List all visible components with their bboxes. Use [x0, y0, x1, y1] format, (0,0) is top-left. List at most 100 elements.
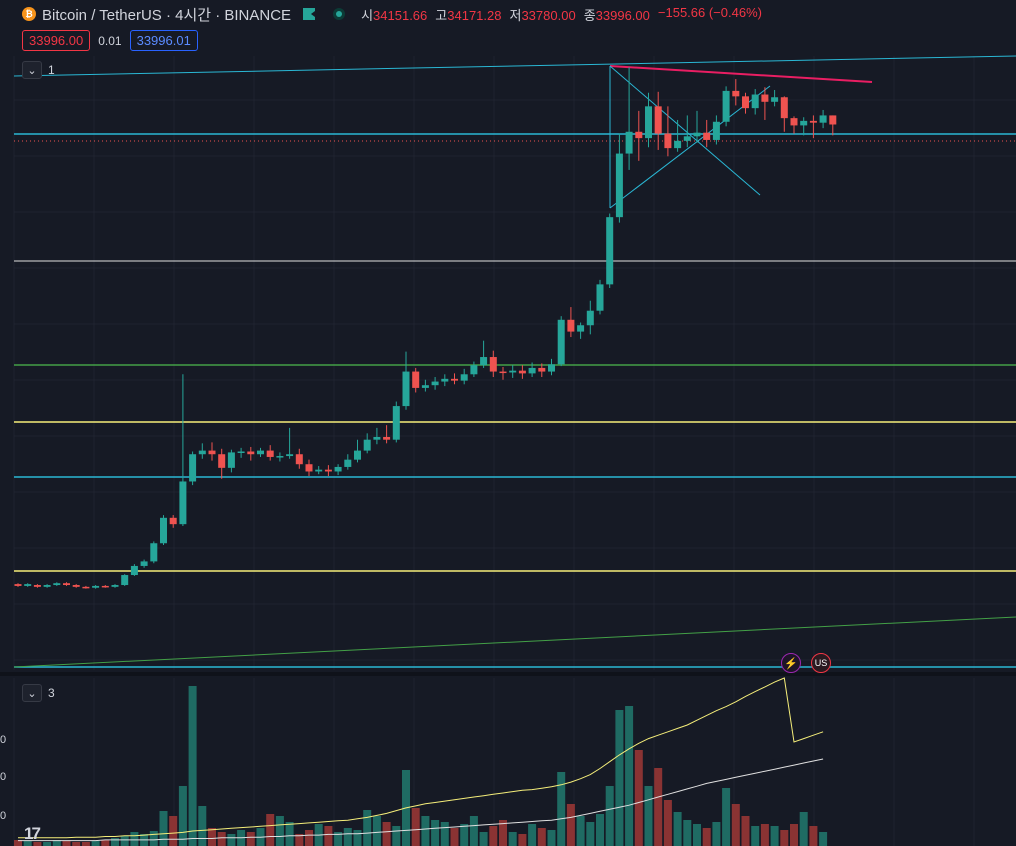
volume-bar	[14, 840, 22, 846]
volume-bar	[644, 786, 653, 846]
candle-body	[548, 364, 555, 372]
candle-body	[111, 585, 119, 587]
candle-body	[286, 454, 294, 457]
volume-bar	[760, 824, 769, 846]
volume-bar	[663, 800, 672, 846]
volume-bar	[334, 832, 343, 846]
volume-bar	[605, 786, 614, 846]
candle-body	[305, 464, 313, 472]
volume-bar	[343, 828, 352, 846]
volume-bar	[625, 706, 634, 846]
volume-ma-slow	[18, 758, 824, 842]
candle-body	[198, 450, 206, 455]
volume-bar	[169, 816, 178, 846]
candle-body	[53, 583, 61, 586]
volume-bar	[547, 830, 556, 846]
candle-body	[451, 378, 458, 381]
candle-body	[742, 96, 749, 109]
candle-body	[150, 543, 158, 562]
volume-bar	[741, 816, 750, 846]
volume-bar	[460, 824, 469, 846]
candle-body	[654, 106, 662, 134]
candle-body	[169, 517, 177, 525]
volume-bar	[246, 832, 255, 846]
volume-bar	[693, 824, 701, 846]
chevron-down-icon[interactable]: ⌄	[22, 684, 42, 702]
drawing-tools[interactable]	[13, 55, 1016, 668]
us-flag-event-icon[interactable]: US	[811, 653, 831, 673]
spread-value: 0.01	[98, 33, 122, 48]
volume-bar	[576, 816, 585, 846]
volume-bar	[91, 841, 100, 846]
volume-axis-tick: 0	[0, 771, 7, 783]
flag-icon[interactable]	[303, 8, 316, 20]
volume-bar	[81, 842, 90, 846]
trend-line	[609, 65, 873, 83]
volume-bar	[770, 826, 779, 846]
volume-bar	[198, 806, 207, 846]
volume-bar	[790, 824, 798, 846]
volume-bar	[518, 834, 527, 846]
candle-body	[674, 140, 682, 149]
pane-separator[interactable]	[0, 672, 1016, 676]
candle-body	[557, 319, 565, 365]
candle-body	[509, 370, 517, 373]
candle-body	[208, 450, 216, 455]
volume-bar	[372, 816, 381, 846]
candle-body	[218, 454, 226, 468]
volume-bar	[72, 842, 81, 846]
candle-body	[72, 585, 80, 587]
volume-bar	[421, 816, 430, 846]
volume-bar	[431, 820, 440, 846]
volume-bar	[712, 822, 721, 846]
candle-body	[693, 132, 701, 137]
candle-body	[130, 565, 138, 576]
volume-bar	[382, 822, 391, 846]
candle-body	[295, 454, 303, 465]
volume-bar	[188, 686, 197, 846]
symbol-header: ₿ Bitcoin / TetherUS · 4시간 · BINANCE 시34…	[22, 4, 762, 24]
candle-body	[315, 469, 323, 472]
candle-body	[683, 136, 691, 141]
candle-body	[528, 367, 536, 374]
volume-bar	[615, 710, 624, 846]
candle-body	[460, 374, 468, 381]
volume-bar	[159, 811, 168, 846]
volume-bar	[285, 822, 294, 846]
volume-bar	[596, 814, 604, 846]
volume-bar	[227, 834, 236, 846]
volume-bar	[305, 830, 313, 846]
volume-pane	[14, 677, 828, 846]
candle-body	[324, 469, 332, 472]
chevron-down-icon[interactable]: ⌄	[22, 61, 42, 79]
candle-body	[237, 451, 245, 453]
market-status-icon[interactable]	[333, 8, 346, 20]
candle-body	[227, 452, 235, 468]
candle-body	[829, 115, 837, 125]
candle-body	[470, 365, 478, 375]
candle-body	[247, 451, 255, 455]
volume-bar	[52, 840, 61, 846]
candle-body	[751, 94, 759, 109]
volume-bar	[751, 826, 760, 846]
candle-body	[615, 153, 623, 218]
sell-button[interactable]: 33996.00	[22, 30, 91, 51]
candle-body	[664, 133, 672, 149]
candle-body	[266, 450, 274, 457]
symbol-title[interactable]: Bitcoin / TetherUS · 4시간 · BINANCE	[42, 6, 292, 24]
buy-button[interactable]: 33996.01	[129, 30, 198, 51]
candle-body	[421, 385, 429, 388]
volume-bar	[275, 816, 284, 846]
candle-body	[703, 132, 711, 140]
lightning-icon[interactable]: ⚡	[781, 653, 801, 673]
volume-bar	[33, 842, 42, 846]
volume-bar	[217, 832, 226, 846]
volume-bar	[208, 828, 216, 846]
trend-line	[13, 55, 1016, 77]
volume-bar	[130, 832, 139, 846]
tradingview-logo[interactable]: 17	[24, 824, 41, 843]
candle-body	[596, 284, 604, 311]
trade-bar: 33996.00 0.01 33996.01	[22, 30, 198, 51]
volume-bar	[295, 834, 304, 846]
